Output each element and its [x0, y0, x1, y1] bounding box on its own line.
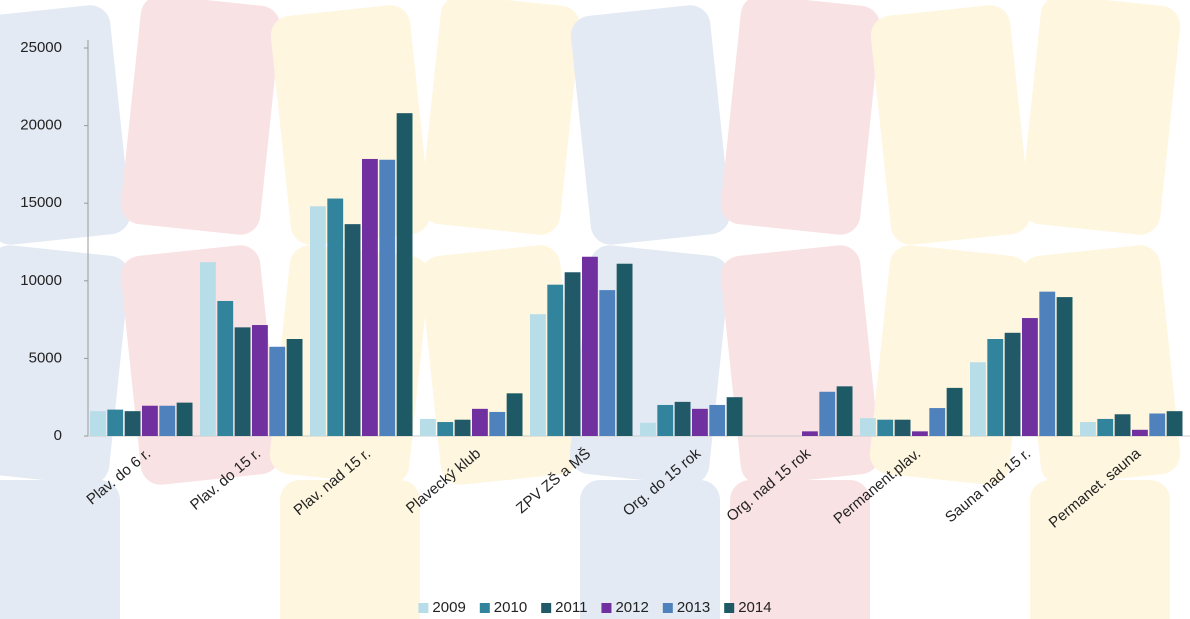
bar — [125, 411, 141, 436]
legend-label: 2010 — [494, 599, 527, 616]
bar — [472, 409, 488, 436]
bar — [837, 386, 853, 436]
bar — [1039, 292, 1055, 436]
bar — [379, 160, 395, 436]
y-tick-label: 10000 — [20, 272, 62, 289]
y-tick-label: 5000 — [29, 349, 62, 366]
bar — [235, 327, 251, 436]
bar — [269, 347, 285, 436]
bar — [1005, 333, 1021, 436]
legend-swatch — [480, 603, 490, 613]
bar — [709, 405, 725, 436]
legend-swatch — [541, 603, 551, 613]
bar — [420, 419, 436, 436]
bar — [142, 406, 158, 436]
y-tick-label: 25000 — [20, 39, 62, 56]
legend-label: 2013 — [677, 599, 710, 616]
bar — [1149, 413, 1165, 436]
bar — [530, 314, 546, 436]
legend-label: 2011 — [555, 599, 587, 616]
bar — [1167, 411, 1183, 436]
chart: 0500010000150002000025000Plav. do 6 r.Pl… — [0, 0, 1190, 619]
bar — [692, 409, 708, 436]
bar — [1057, 297, 1073, 436]
bar — [252, 325, 268, 436]
bar — [819, 392, 835, 436]
bar — [345, 224, 361, 436]
bar — [177, 403, 193, 436]
legend-label: 2012 — [615, 599, 648, 616]
bar — [437, 422, 453, 436]
bar — [1022, 318, 1038, 436]
legend-label: 2009 — [432, 599, 465, 616]
bar — [582, 257, 598, 436]
bar — [397, 113, 413, 436]
bar — [640, 423, 656, 436]
bar — [217, 301, 233, 436]
bar — [599, 290, 615, 436]
bar — [727, 397, 743, 436]
bar — [507, 393, 523, 436]
bar — [90, 411, 106, 436]
bar — [987, 339, 1003, 436]
bar — [877, 420, 893, 436]
y-tick-label: 15000 — [20, 194, 62, 211]
bar — [489, 412, 505, 436]
y-tick-label: 20000 — [20, 117, 62, 134]
bar — [310, 206, 326, 436]
bar — [912, 431, 928, 436]
bar — [200, 262, 216, 436]
bar — [1132, 430, 1148, 436]
bar — [895, 420, 911, 436]
legend-swatch — [724, 603, 734, 613]
bar — [657, 405, 673, 436]
bar — [929, 408, 945, 436]
bar — [1115, 414, 1131, 436]
bar — [1080, 422, 1096, 436]
bar — [455, 420, 471, 436]
bar — [970, 362, 986, 436]
legend-swatch — [601, 603, 611, 613]
bar — [159, 406, 175, 436]
legend-label: 2014 — [738, 599, 771, 616]
bar — [362, 159, 378, 436]
bar — [547, 285, 563, 436]
bar — [107, 410, 123, 436]
legend-swatch — [418, 603, 428, 613]
y-tick-label: 0 — [54, 427, 62, 444]
bar — [947, 388, 963, 436]
bar — [287, 339, 303, 436]
legend-swatch — [663, 603, 673, 613]
bar — [1097, 419, 1113, 436]
bar — [565, 272, 581, 436]
bar — [860, 418, 876, 436]
bar — [675, 402, 691, 436]
bar — [327, 199, 343, 436]
bar — [802, 431, 818, 436]
bar — [617, 264, 633, 436]
